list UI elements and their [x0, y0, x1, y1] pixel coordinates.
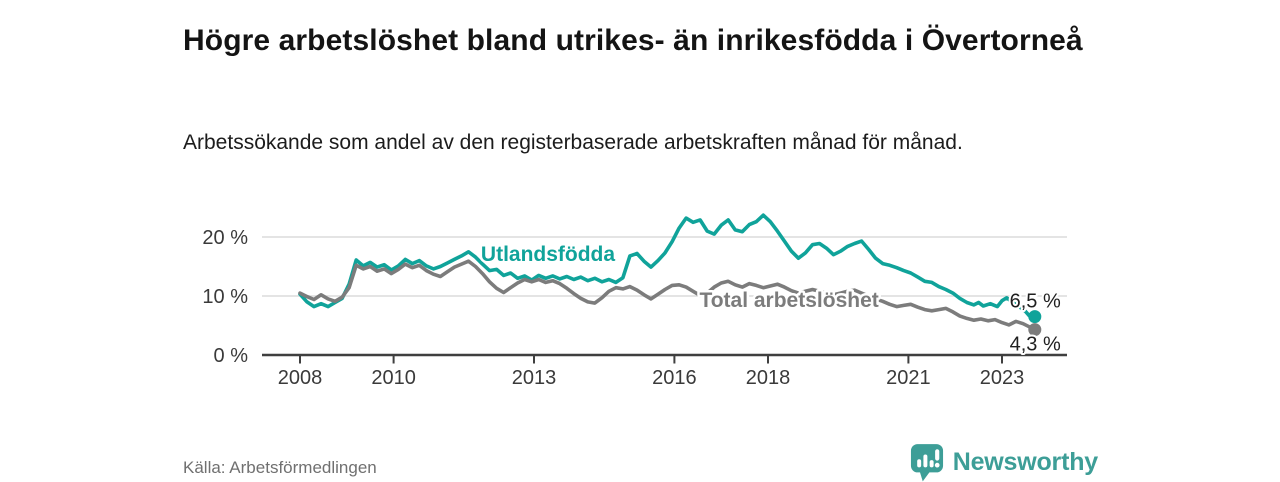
x-tick-label: 2008 [278, 367, 323, 389]
x-tick-label: 2010 [371, 367, 416, 389]
newsworthy-logo: Newsworthy [910, 443, 1098, 482]
source-note: Källa: Arbetsförmedlingen [183, 458, 377, 477]
bar-chart-speech-bubble-icon [910, 444, 943, 482]
x-tick-label: 2013 [512, 367, 557, 389]
series-line [298, 259, 1037, 332]
series-label: Utlandsfödda [481, 243, 615, 266]
unemployment-line-chart: 0 % 10 % 20 % 2008 2010 2013 2016 2018 2021 2023 U… [202, 213, 1067, 389]
series-end-dot [1028, 310, 1042, 324]
x-tick-label: 2018 [746, 367, 791, 389]
brand-name: Newsworthy [952, 448, 1098, 476]
y-tick-label: 20 % [202, 227, 248, 249]
series-line [298, 213, 1037, 319]
chart-subtitle: Arbetssökande som andel av den registerb… [183, 131, 963, 154]
page-title: Högre arbetslöshet bland utrikes- än inr… [183, 24, 1083, 58]
series-label: Total arbetslöshet [699, 289, 878, 312]
end-value-label: 4,3 % [1010, 334, 1061, 356]
x-tick-label: 2023 [980, 367, 1025, 389]
x-tick-label: 2016 [652, 367, 697, 389]
x-tick-label: 2021 [886, 367, 931, 389]
end-value-label: 6,5 % [1010, 291, 1061, 313]
y-tick-label: 0 % [214, 345, 249, 367]
series-end-dot [1028, 323, 1042, 337]
y-tick-label: 10 % [202, 286, 248, 308]
